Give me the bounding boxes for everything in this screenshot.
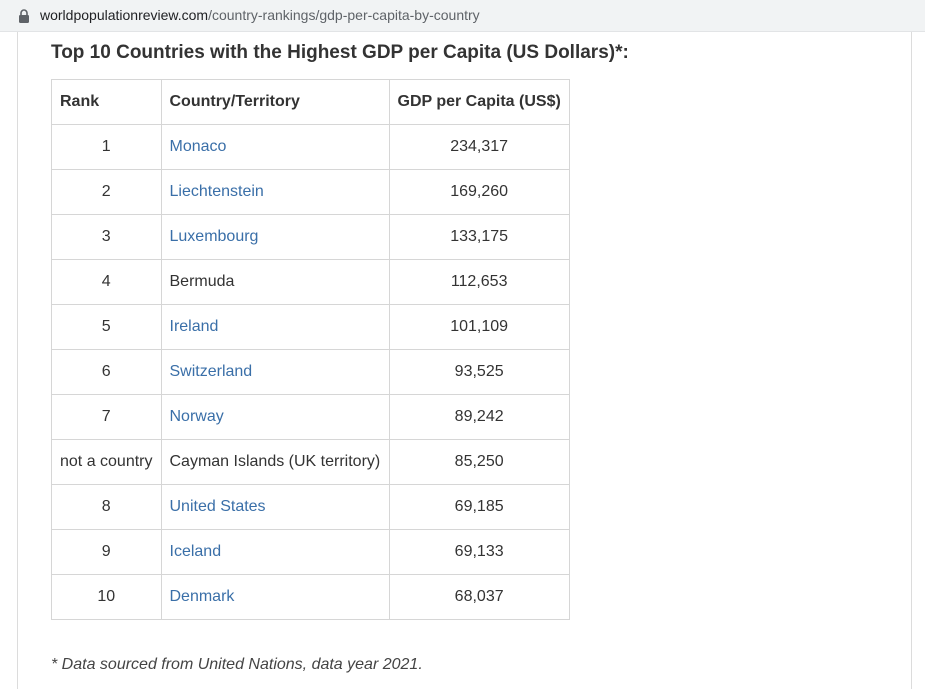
rank-cell: 7 — [51, 394, 162, 440]
country-cell: Bermuda — [160, 259, 390, 305]
rank-cell: 10 — [51, 574, 162, 620]
country-link[interactable]: Iceland — [169, 543, 222, 560]
gdp-cell: 89,242 — [388, 394, 570, 440]
rank-cell: 2 — [51, 169, 162, 215]
country-cell: Cayman Islands (UK territory) — [160, 439, 390, 485]
country-cell: Liechtenstein — [160, 169, 390, 215]
country-cell: Luxembourg — [160, 214, 390, 260]
table-row: 9 Iceland 69,133 — [51, 529, 570, 575]
country-link[interactable]: Monaco — [169, 138, 227, 155]
country-cell: Denmark — [160, 574, 390, 620]
left-gutter — [0, 32, 17, 689]
header-country: Country/Territory — [160, 79, 390, 125]
rank-cell: 1 — [51, 124, 162, 170]
gdp-cell: 85,250 — [388, 439, 570, 485]
table-row: 8 United States 69,185 — [51, 484, 570, 530]
rank-cell: 3 — [51, 214, 162, 260]
table-row: 4 Bermuda 112,653 — [51, 259, 570, 305]
table-row: 7 Norway 89,242 — [51, 394, 570, 440]
country-cell: Monaco — [160, 124, 390, 170]
country-link[interactable]: Norway — [169, 408, 224, 425]
rank-cell: 4 — [51, 259, 162, 305]
country-link[interactable]: Switzerland — [169, 363, 253, 380]
table-row: not a country Cayman Islands (UK territor… — [51, 439, 570, 485]
country-cell: United States — [160, 484, 390, 530]
lock-icon — [19, 9, 29, 23]
gdp-cell: 234,317 — [388, 124, 570, 170]
country-link[interactable]: Liechtenstein — [169, 183, 264, 200]
gdp-cell: 93,525 — [388, 349, 570, 395]
url-path: /country-rankings/gdp-per-capita-by-coun… — [208, 7, 480, 23]
header-rank: Rank — [51, 79, 162, 125]
table-row: 1 Monaco 234,317 — [51, 124, 570, 170]
rank-cell: not a country — [51, 439, 162, 485]
country-link[interactable]: Ireland — [169, 318, 219, 335]
rank-cell: 9 — [51, 529, 162, 575]
gdp-cell: 101,109 — [388, 304, 570, 350]
table-row: 2 Liechtenstein 169,260 — [51, 169, 570, 215]
table-row: 5 Ireland 101,109 — [51, 304, 570, 350]
country-cell: Switzerland — [160, 349, 390, 395]
page-heading: Top 10 Countries with the Highest GDP pe… — [51, 42, 629, 63]
url-text[interactable]: worldpopulationreview.com/country-rankin… — [40, 7, 480, 23]
rank-cell: 8 — [51, 484, 162, 530]
table-row: 6 Switzerland 93,525 — [51, 349, 570, 395]
gdp-cell: 69,185 — [388, 484, 570, 530]
country-cell: Ireland — [160, 304, 390, 350]
gdp-cell: 169,260 — [388, 169, 570, 215]
gdp-cell: 69,133 — [388, 529, 570, 575]
rank-cell: 5 — [51, 304, 162, 350]
url-host: worldpopulationreview.com — [40, 7, 209, 23]
country-link[interactable]: United States — [169, 498, 266, 515]
table-body: 1 Monaco 234,317 2 Liechtenstein 169,260 3 Luxe… — [51, 124, 570, 620]
table-row: 3 Luxembourg 133,175 — [51, 214, 570, 260]
country-name: Bermuda — [169, 273, 235, 290]
gdp-table: Rank Country/Territory GDP per Capita (U… — [51, 79, 570, 620]
country-name: Cayman Islands (UK territory) — [169, 453, 381, 470]
country-link[interactable]: Denmark — [169, 588, 235, 605]
table-row: 10 Denmark 68,037 — [51, 574, 570, 620]
header-gdp: GDP per Capita (US$) — [388, 79, 570, 125]
gdp-cell: 68,037 — [388, 574, 570, 620]
country-cell: Iceland — [160, 529, 390, 575]
browser-address-bar[interactable]: worldpopulationreview.com/country-rankin… — [0, 0, 925, 32]
country-link[interactable]: Luxembourg — [169, 228, 259, 245]
gdp-cell: 133,175 — [388, 214, 570, 260]
rank-cell: 6 — [51, 349, 162, 395]
country-cell: Norway — [160, 394, 390, 440]
gdp-cell: 112,653 — [388, 259, 570, 305]
table-header-row: Rank Country/Territory GDP per Capita (U… — [51, 79, 570, 125]
footnote: * Data sourced from United Nations, data… — [51, 656, 423, 673]
